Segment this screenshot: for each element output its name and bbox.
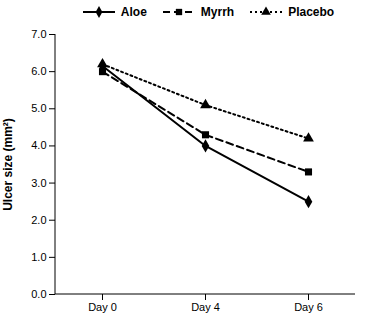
svg-text:1.0: 1.0 [31, 251, 46, 263]
svg-text:Ulcer size (mm²): Ulcer size (mm²) [1, 118, 15, 211]
svg-text:5.0: 5.0 [31, 102, 46, 114]
svg-text:6.0: 6.0 [31, 65, 46, 77]
html-text:Aloe: Aloe [120, 5, 147, 19]
svg-text:Day 0: Day 0 [88, 301, 117, 313]
svg-text:4.0: 4.0 [31, 139, 46, 151]
svg-text:2.0: 2.0 [31, 214, 46, 226]
html-text:Placebo: Placebo [288, 5, 335, 19]
svg-text:Day 4: Day 4 [191, 301, 220, 313]
svg-text:7.0: 7.0 [31, 28, 46, 40]
svg-text:3.0: 3.0 [31, 177, 46, 189]
svg-text:0.0: 0.0 [31, 288, 46, 300]
html-text:Myrrh: Myrrh [200, 5, 235, 19]
svg-text:Day 6: Day 6 [294, 301, 323, 313]
